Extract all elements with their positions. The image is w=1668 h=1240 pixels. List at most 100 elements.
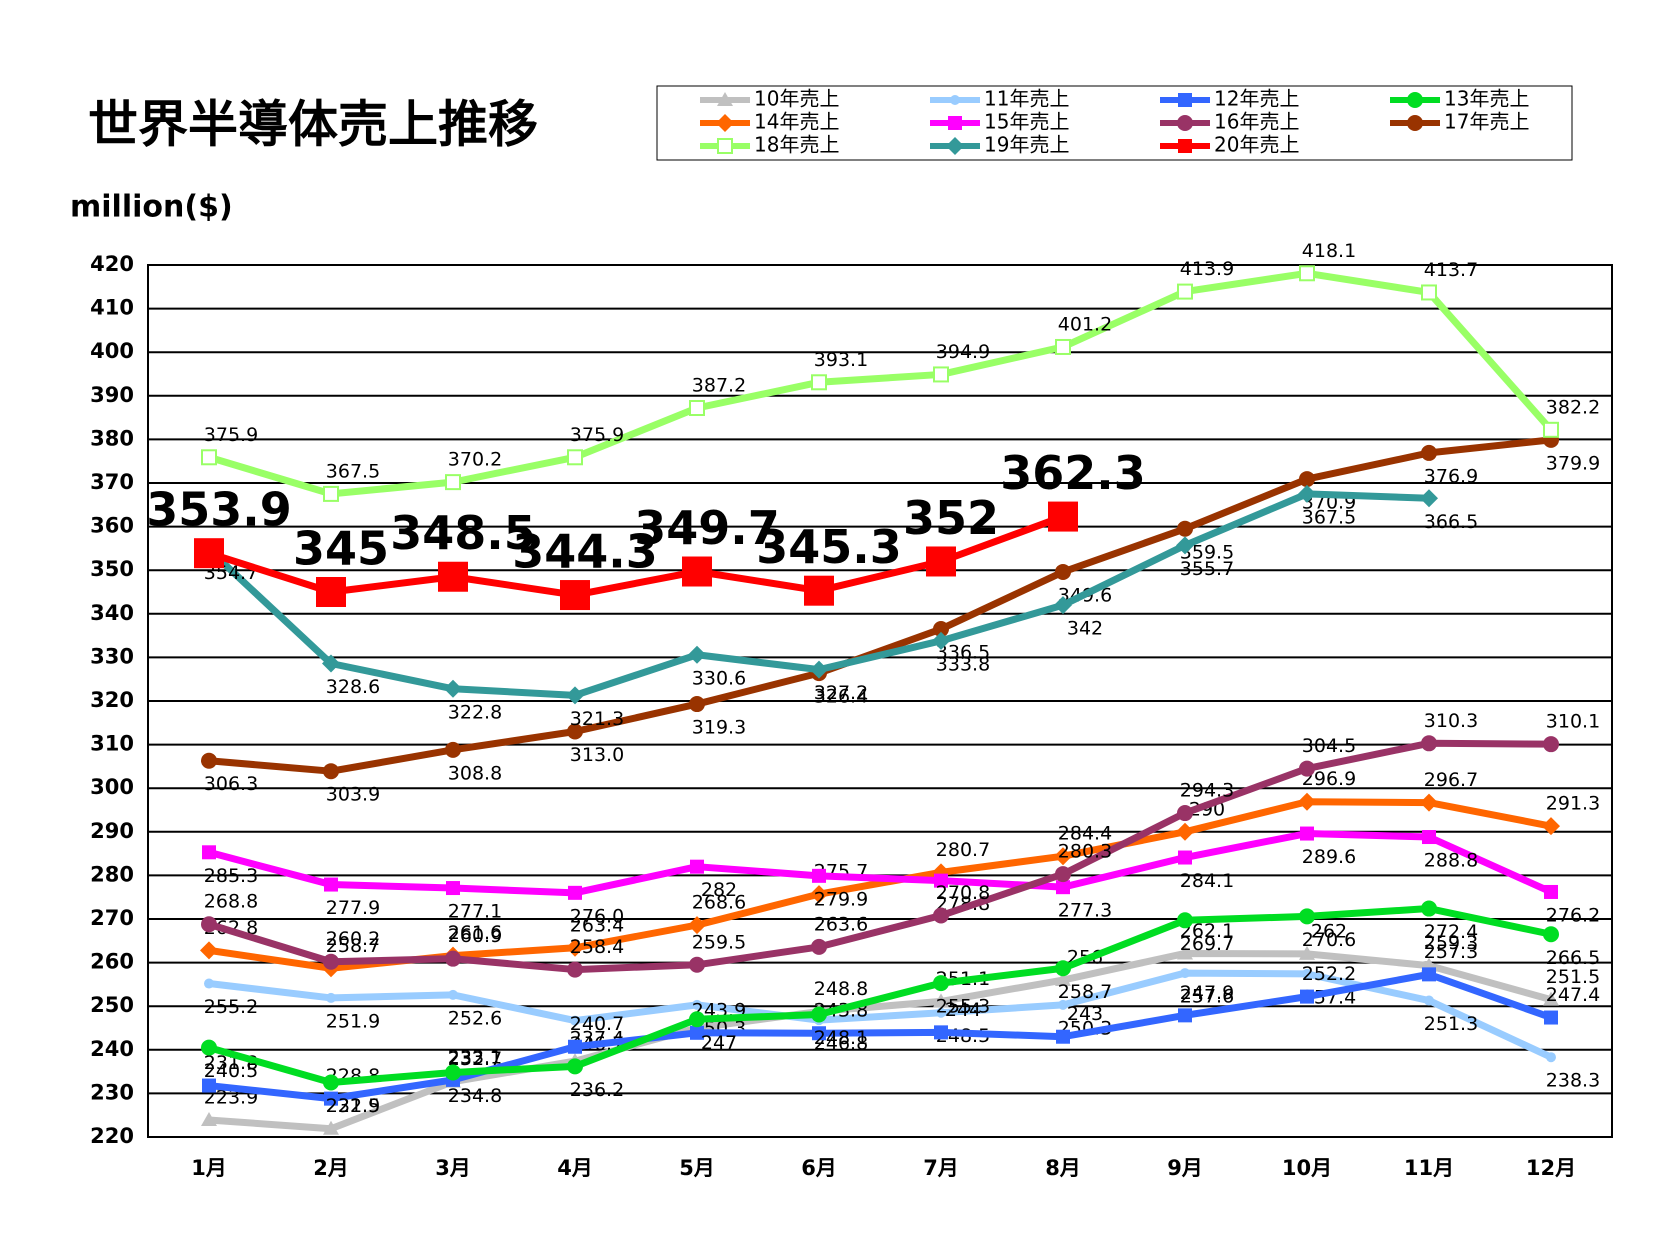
data-point: [445, 741, 461, 758]
data-label: 306.3: [204, 773, 258, 795]
data-label: 322.8: [448, 701, 502, 723]
series-line: [208, 949, 1552, 1133]
data-point: [566, 938, 584, 957]
data-point: [1421, 900, 1437, 917]
data-label: 244: [945, 999, 981, 1021]
data-label: 268.6: [692, 892, 746, 914]
data-point: [202, 1078, 216, 1093]
y-tick-label: 410: [90, 296, 134, 320]
data-point: [811, 374, 827, 391]
legend-marker: [1178, 93, 1192, 107]
y-tick-label: 350: [90, 557, 134, 581]
legend-marker: [717, 138, 733, 154]
data-point: [688, 916, 706, 935]
data-point: [1420, 489, 1438, 508]
data-label: 289.6: [1302, 846, 1356, 868]
data-point: [811, 1006, 827, 1023]
data-point: [1421, 444, 1437, 461]
data-point: [1178, 850, 1192, 865]
data-point: [1299, 471, 1315, 488]
data-point: [1055, 960, 1071, 977]
data-label: 294.3: [1180, 780, 1234, 802]
data-label: 379.9: [1546, 452, 1600, 474]
data-label: 248.1: [814, 1027, 868, 1049]
data-point: [324, 877, 338, 892]
data-point: [1177, 805, 1193, 822]
data-label: 345: [293, 522, 389, 576]
y-tick-label: 290: [90, 819, 134, 843]
y-tick-label: 320: [90, 688, 134, 712]
data-label: 327.2: [814, 682, 868, 704]
data-label: 352: [903, 491, 999, 545]
data-label: 260.2: [326, 928, 380, 950]
data-point: [932, 631, 950, 650]
y-tick-label: 360: [90, 514, 134, 538]
data-point: [1055, 563, 1071, 580]
data-label: 257.6: [1180, 986, 1234, 1008]
legend-label: 12年売上: [1214, 87, 1299, 111]
data-point: [1176, 822, 1194, 841]
data-point: [445, 950, 461, 967]
data-point: [690, 859, 704, 874]
legend-label: 17年売上: [1444, 110, 1529, 134]
x-tick-label: 8月: [1045, 1156, 1081, 1180]
data-label: 393.1: [814, 349, 868, 371]
data-label: 247: [701, 1032, 737, 1054]
data-label: 330.6: [692, 667, 746, 689]
data-point: [933, 993, 949, 1008]
data-point: [446, 881, 460, 896]
data-point: [1543, 421, 1559, 438]
y-axis-label: million($): [70, 190, 233, 225]
data-point: [810, 885, 828, 904]
series-line: [208, 905, 1552, 1086]
data-point: [322, 654, 340, 673]
series-line: [207, 269, 1554, 498]
data-label: 268.8: [204, 891, 258, 913]
y-tick-label: 250: [90, 993, 134, 1017]
data-label: 240.5: [204, 1060, 258, 1082]
data-point: [1055, 866, 1071, 883]
data-point: [567, 723, 583, 740]
data-label: 366.5: [1424, 511, 1478, 533]
data-label: 251.3: [1424, 1013, 1478, 1035]
data-point: [567, 449, 583, 466]
data-label: 259.3: [1424, 932, 1478, 954]
data-point: [1544, 884, 1558, 899]
y-tick-label: 340: [90, 601, 134, 625]
data-label: 280.7: [936, 839, 990, 861]
data-label: 284.1: [1180, 870, 1234, 892]
data-label: 277.9: [326, 897, 380, 919]
data-label: 359.5: [1180, 541, 1234, 563]
data-point: [810, 660, 828, 679]
data-point: [1180, 968, 1190, 979]
data-label: 280.3: [1058, 841, 1112, 863]
data-point: [1054, 596, 1072, 615]
data-point: [804, 575, 834, 606]
data-point: [933, 975, 949, 992]
legend-marker: [948, 116, 962, 130]
data-point: [1177, 945, 1193, 960]
data-label: 284.4: [1058, 823, 1112, 845]
data-point: [1544, 1010, 1558, 1025]
data-point: [933, 907, 949, 924]
data-label: 258.7: [1058, 981, 1112, 1003]
data-label: 413.7: [1424, 259, 1478, 281]
data-label: 291.3: [1546, 793, 1600, 815]
data-point: [689, 696, 705, 713]
data-point: [201, 752, 217, 769]
data-point: [1420, 793, 1438, 812]
y-tick-label: 390: [90, 383, 134, 407]
data-point: [1298, 484, 1316, 503]
data-point: [812, 868, 826, 883]
data-label: 367.5: [1302, 506, 1356, 528]
data-label: 279.9: [814, 888, 868, 910]
data-point: [567, 1058, 583, 1075]
data-label: 255.2: [204, 996, 258, 1018]
legend-marker: [950, 95, 960, 105]
data-point: [202, 845, 216, 860]
data-label: 310.3: [1424, 710, 1478, 732]
data-label: 262.1: [1180, 920, 1234, 942]
data-label: 333.8: [936, 653, 990, 675]
data-point: [1177, 283, 1193, 300]
data-label: 348.5: [390, 506, 536, 560]
